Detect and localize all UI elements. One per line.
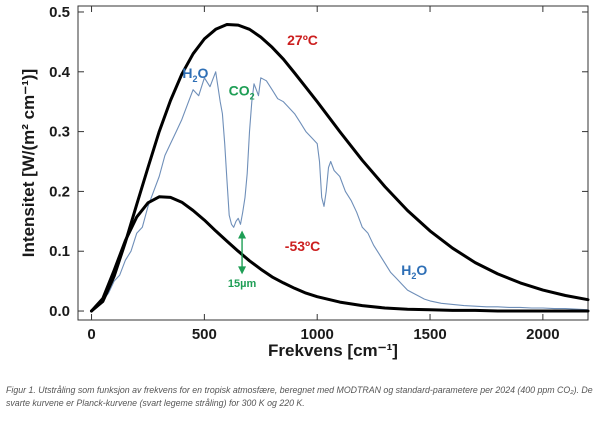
y-tick-label: 0.1: [49, 243, 70, 260]
y-tick-label: 0.3: [49, 124, 70, 141]
y-tick-label: 0.2: [49, 183, 70, 200]
label-h2o-right: H2O: [401, 262, 427, 281]
x-tick-label: 1000: [301, 326, 334, 343]
modtran-spectrum-line: [90, 71, 589, 312]
planck-220k-line: [90, 195, 590, 313]
label-minus53c: -53ºC: [285, 238, 320, 254]
x-tick-label: 1500: [413, 326, 446, 343]
x-tick-label: 0: [87, 326, 95, 343]
plot-frame: [77, 5, 589, 321]
figure-caption: Figur 1. Utstråling som funksjon av frek…: [6, 385, 593, 408]
y-tick-label: 0.4: [49, 64, 71, 81]
label-27c: 27ºC: [287, 32, 318, 48]
annotations-group: 27ºC -53ºC H2O CO2 H2O 15µm: [182, 32, 427, 290]
x-tick-label: 2000: [526, 326, 559, 343]
chart: 0 500 1000 1500 2000 0.0 0.1 0.2 0.3 0.4 0.5 27ºC -…: [19, 4, 590, 360]
y-tick-label: 0.5: [49, 4, 70, 21]
planck-300k-line: [90, 23, 590, 313]
series-group: [90, 23, 590, 313]
x-axis-label: Frekvens [cm⁻¹]: [268, 341, 398, 360]
x-tick-label: 500: [192, 326, 217, 343]
label-h2o-left: H2O: [182, 65, 208, 84]
label-15um: 15µm: [228, 278, 257, 290]
co2-arrow-head-up: [238, 230, 247, 239]
co2-arrow-head-down: [238, 266, 247, 275]
label-co2: CO2: [229, 83, 255, 102]
y-axis-label: Intensitet [W/(m² cm⁻¹)]: [19, 69, 38, 257]
axes-group: 0 500 1000 1500 2000 0.0 0.1 0.2 0.3 0.4 0.5: [49, 4, 589, 343]
y-tick-label: 0.0: [49, 303, 70, 320]
